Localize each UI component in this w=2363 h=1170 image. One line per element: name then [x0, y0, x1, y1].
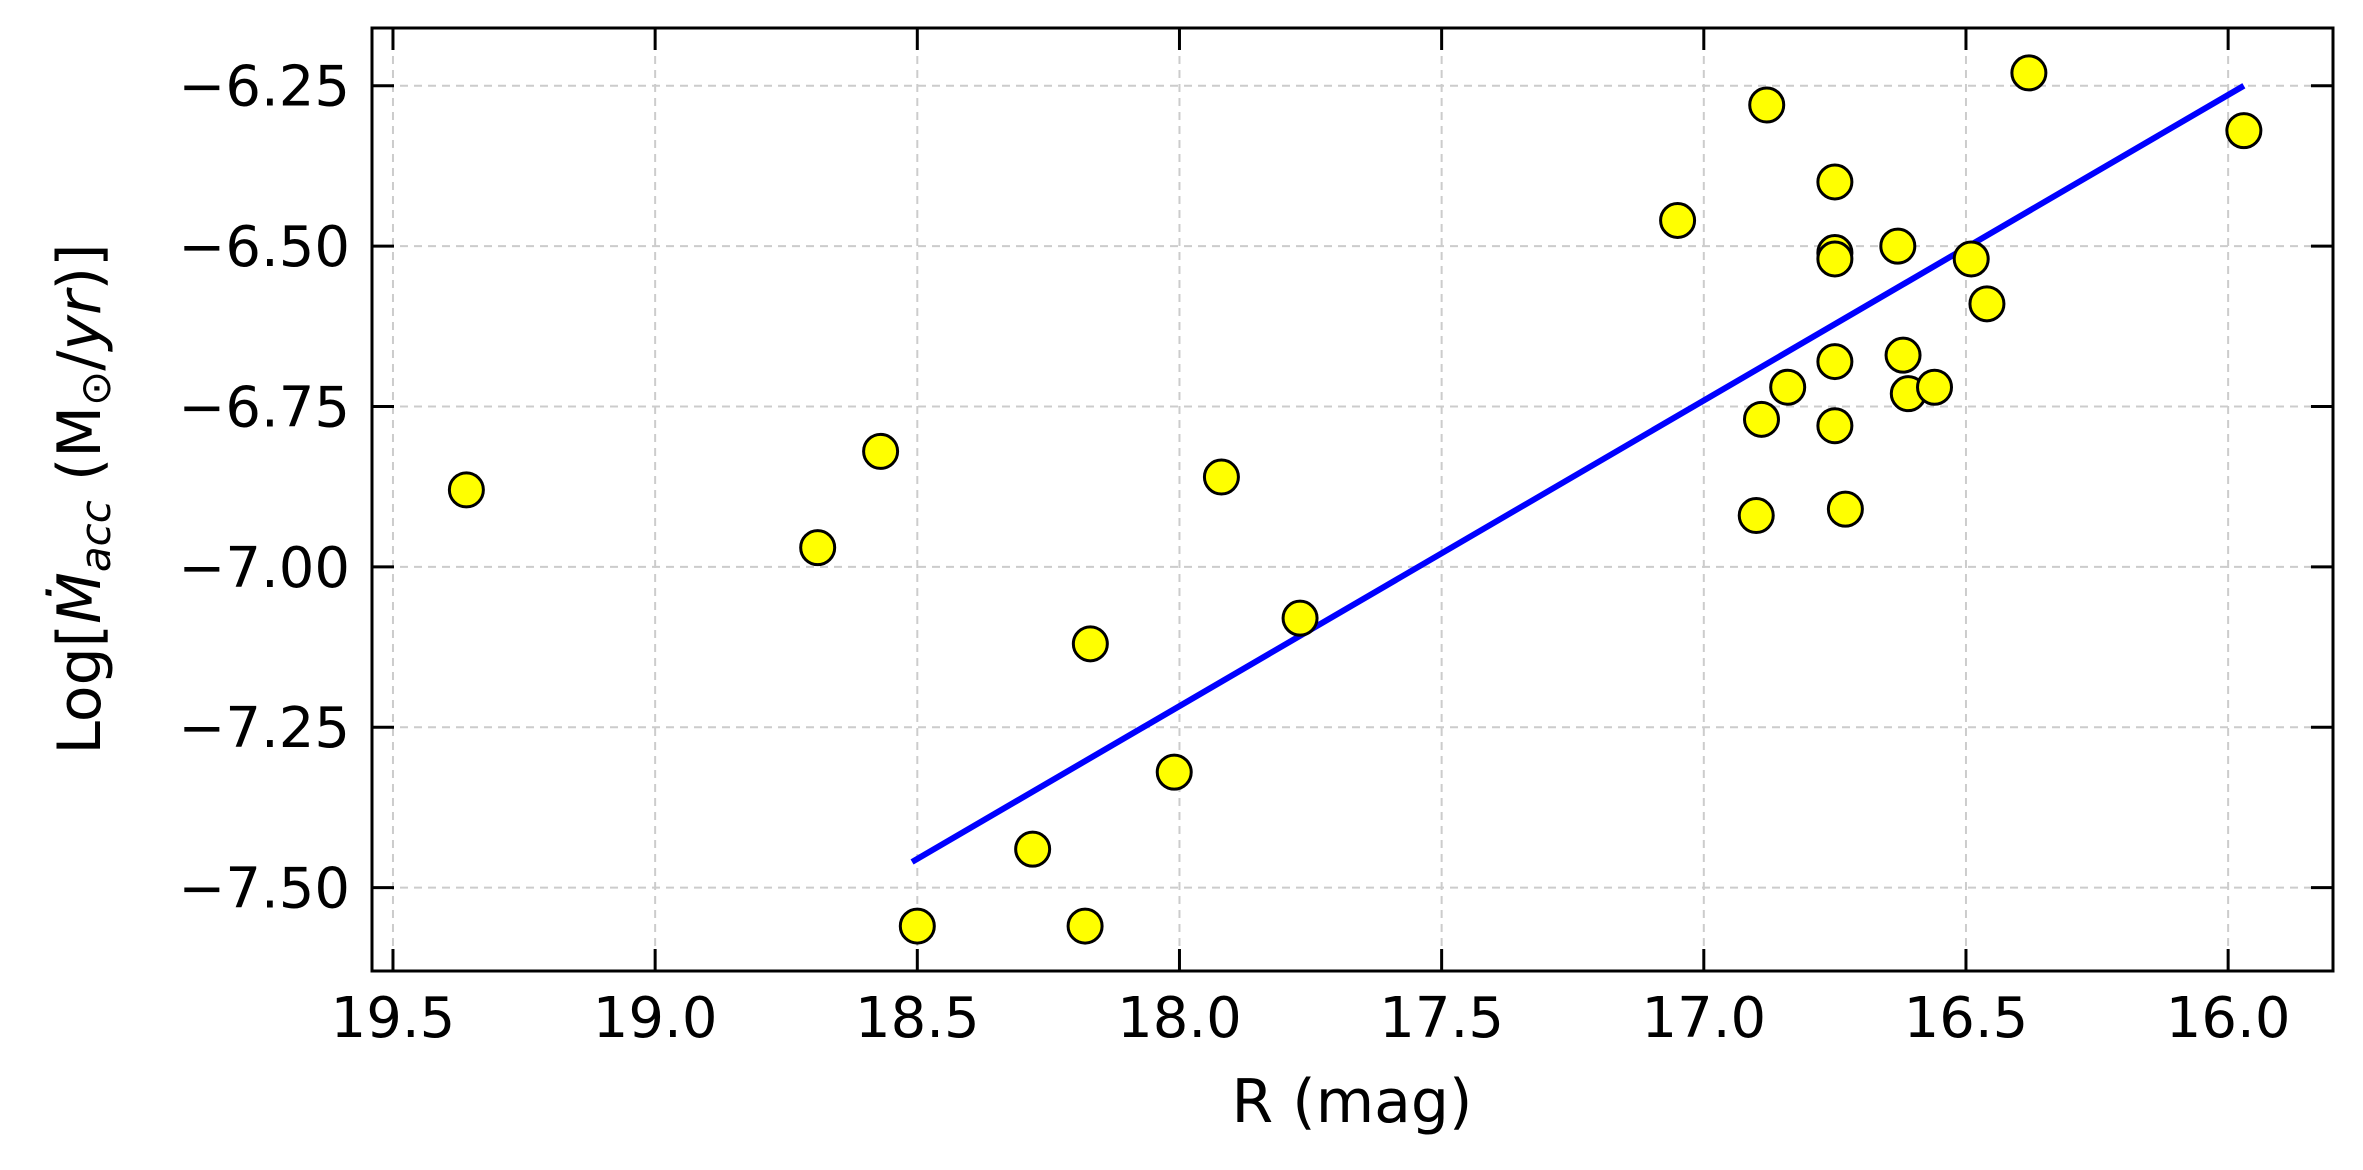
data-point	[1155, 753, 1193, 791]
data-point	[1816, 163, 1854, 201]
data-point	[1884, 336, 1922, 374]
y-tick-label: −7.00	[178, 536, 350, 601]
data-point	[1816, 343, 1854, 381]
data-point	[1952, 240, 1990, 278]
grid-lines	[372, 28, 2333, 971]
data-point	[2225, 112, 2263, 150]
y-tick-label: −7.25	[178, 696, 350, 761]
data-point	[1071, 625, 1109, 663]
plot-frame	[370, 26, 2335, 973]
x-tick-label: 19.5	[331, 986, 456, 1051]
axis-ticks	[372, 28, 2333, 971]
y-axis-label: Log[Ṁacc (M⊙/yr)]	[44, 244, 120, 755]
y-label-sun-symbol: ⊙	[71, 371, 120, 406]
y-label-unit-close: )]	[45, 244, 115, 291]
y-label-unit-mid: /	[45, 350, 115, 371]
x-tick-label: 19.0	[593, 986, 718, 1051]
data-point	[1202, 458, 1240, 496]
data-point	[1916, 368, 1954, 406]
y-label-symbol: Ṁ	[44, 572, 115, 624]
x-tick-label: 16.5	[1904, 986, 2029, 1051]
data-point	[1742, 400, 1780, 438]
data-point	[1826, 490, 1864, 528]
data-point	[1769, 368, 1807, 406]
x-tick-label: 16.0	[2166, 986, 2291, 1051]
y-label-subscript: acc	[71, 500, 120, 572]
data-point	[2010, 54, 2048, 92]
data-point	[1816, 407, 1854, 445]
x-tick-label: 18.5	[855, 986, 980, 1051]
y-tick-label: −6.75	[178, 375, 350, 440]
data-point	[862, 432, 900, 470]
y-label-unit-open: (M	[45, 406, 115, 500]
data-point	[1748, 86, 1786, 124]
y-tick-label: −6.25	[178, 55, 350, 120]
x-tick-label: 17.0	[1641, 986, 1766, 1051]
x-tick-labels: 19.5 19.0 18.5 18.0 17.5 17.0 16.5 16.0	[331, 986, 2291, 1051]
x-tick-label: 17.5	[1379, 986, 1504, 1051]
data-point	[1968, 285, 2006, 323]
data-point	[1659, 201, 1697, 239]
y-tick-labels: −6.25 −6.50 −6.75 −7.00 −7.25 −7.50	[178, 55, 350, 922]
fit-line-group	[910, 83, 2246, 865]
data-point	[898, 907, 936, 945]
data-point	[1066, 907, 1104, 945]
y-tick-label: −7.50	[178, 857, 350, 922]
data-point	[1816, 240, 1854, 278]
data-point	[1281, 599, 1319, 637]
data-point	[1737, 497, 1775, 535]
x-axis-label: R (mag)	[1232, 1067, 1473, 1137]
data-point	[1879, 227, 1917, 265]
data-point	[799, 529, 837, 567]
data-point	[1014, 830, 1052, 868]
x-tick-label: 18.0	[1117, 986, 1242, 1051]
data-points	[447, 54, 2263, 945]
data-point	[447, 471, 485, 509]
y-tick-label: −6.50	[178, 215, 350, 280]
y-label-unit-italic: yr	[45, 287, 115, 353]
fit-line	[910, 83, 2246, 865]
y-label-prefix: Log[	[45, 624, 115, 755]
